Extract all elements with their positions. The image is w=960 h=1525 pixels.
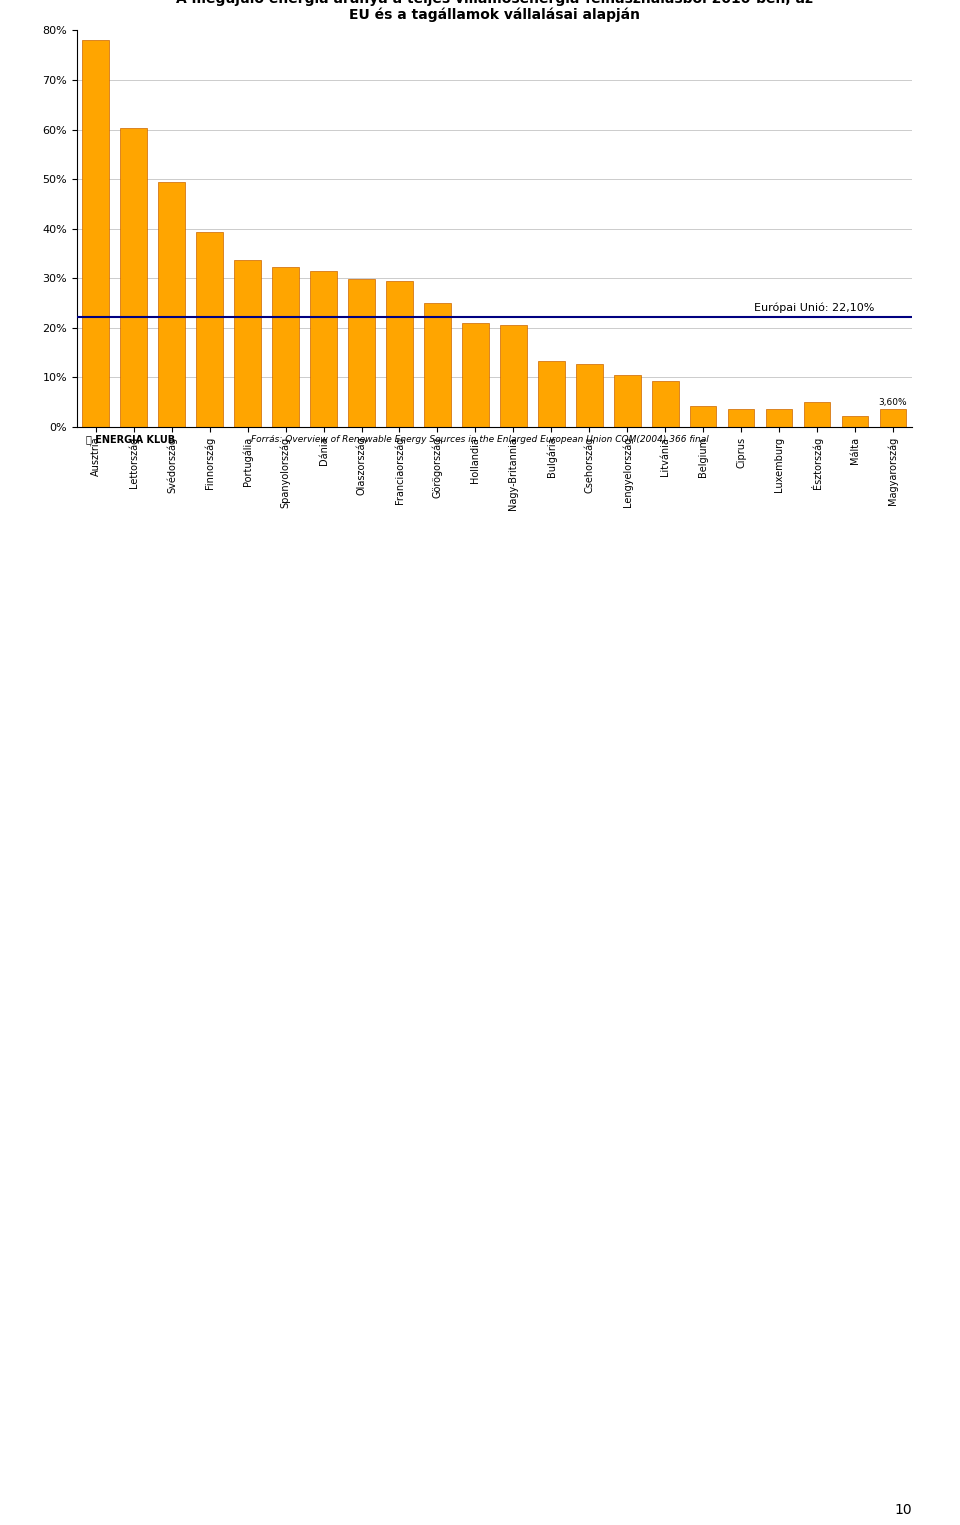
- Bar: [197, 232, 223, 427]
- Bar: [652, 381, 679, 427]
- Text: Forrás: Overview of Renewable Energy Sources in the Enlarged European Union COM(: Forrás: Overview of Renewable Energy Sou…: [252, 435, 708, 444]
- Bar: [234, 261, 261, 427]
- Bar: [273, 267, 299, 427]
- Bar: [804, 401, 830, 427]
- Bar: [690, 406, 716, 427]
- Bar: [576, 363, 603, 427]
- Bar: [462, 323, 489, 427]
- Bar: [500, 325, 527, 427]
- Title: A megújuló energia aránya a teljes villamosenergia-felhasználásból 2010-ben, az
: A megújuló energia aránya a teljes villa…: [176, 0, 813, 23]
- Text: Európai Unió: 22,10%: Európai Unió: 22,10%: [754, 302, 874, 313]
- Bar: [158, 181, 185, 427]
- Text: 10: 10: [895, 1504, 912, 1517]
- Bar: [538, 361, 564, 427]
- Bar: [842, 416, 869, 427]
- Text: 3,60%: 3,60%: [878, 398, 907, 407]
- Bar: [614, 375, 640, 427]
- Bar: [120, 128, 147, 427]
- Bar: [766, 409, 792, 427]
- Bar: [879, 409, 906, 427]
- Bar: [348, 279, 374, 427]
- Bar: [424, 302, 451, 427]
- Bar: [83, 40, 109, 427]
- Bar: [310, 271, 337, 427]
- Text: 🌞 ENERGIA KLUB: 🌞 ENERGIA KLUB: [86, 435, 176, 445]
- Bar: [728, 409, 755, 427]
- Bar: [386, 281, 413, 427]
